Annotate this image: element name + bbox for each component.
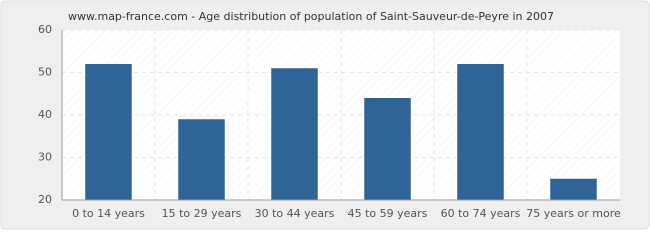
x-tick-label: 0 to 14 years — [72, 207, 145, 220]
bar — [85, 64, 132, 200]
x-tick-label: 45 to 59 years — [348, 207, 428, 220]
x-tick-label: 75 years or more — [526, 207, 621, 220]
bar — [550, 178, 597, 200]
chart: www.map-france.com - Age distribution of… — [0, 0, 650, 230]
bar — [364, 98, 411, 200]
y-tick-label: 40 — [38, 108, 52, 121]
x-tick-label: 15 to 29 years — [162, 207, 242, 220]
chart-title: www.map-france.com - Age distribution of… — [68, 10, 554, 23]
x-tick-label: 30 to 44 years — [255, 207, 335, 220]
y-tick-label: 20 — [38, 193, 52, 206]
page: www.map-france.com - Age distribution of… — [0, 0, 650, 230]
x-tick-label: 60 to 74 years — [441, 207, 521, 220]
bar — [178, 119, 225, 200]
y-tick-label: 60 — [38, 23, 52, 36]
y-tick-label: 50 — [38, 66, 52, 79]
bar — [271, 68, 318, 200]
bar — [457, 64, 504, 200]
y-tick-label: 30 — [38, 151, 52, 164]
